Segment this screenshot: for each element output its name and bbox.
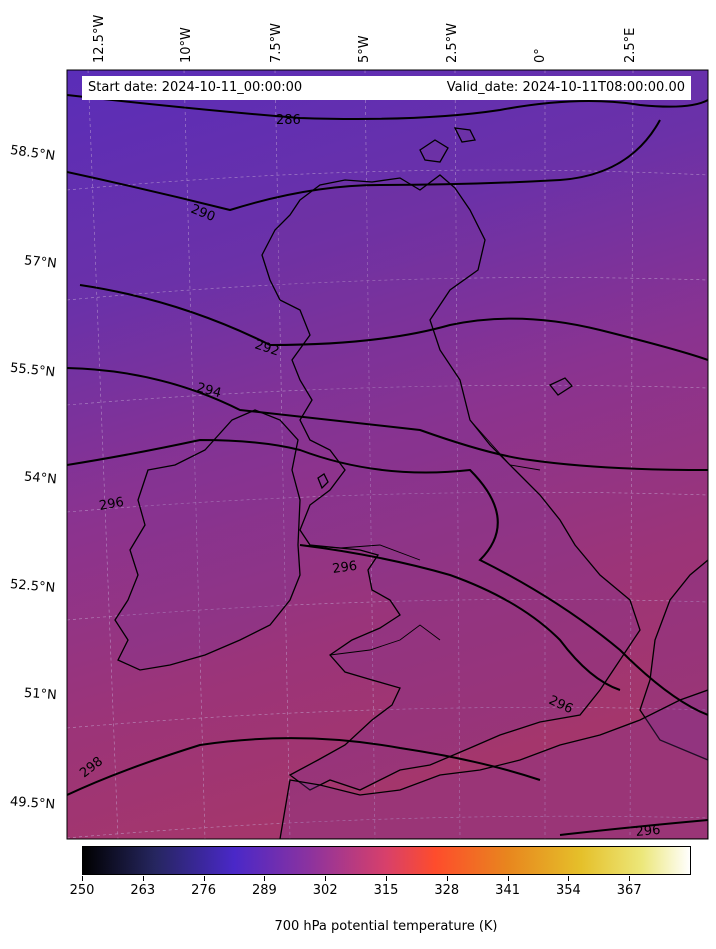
- colorbar-tick-label: 367: [616, 883, 642, 898]
- colorbar-tick: [446, 876, 448, 881]
- lon-label: 0°: [533, 48, 548, 63]
- colorbar-tick: [203, 876, 205, 881]
- colorbar-tick: [507, 876, 509, 881]
- lat-label: 49.5°N: [9, 794, 56, 813]
- colorbar-tick-label: 289: [251, 883, 277, 898]
- potential-temperature-field: [67, 70, 708, 839]
- colorbar-tick-label: 354: [555, 883, 581, 898]
- lon-label: 2.5°W: [445, 22, 460, 63]
- colorbar-tick-label: 315: [373, 883, 399, 898]
- isentropes: [67, 94, 708, 836]
- colorbar: [82, 846, 691, 875]
- colorbar-tick: [142, 876, 144, 881]
- contour-label: 294: [195, 380, 223, 401]
- coastlines: [114, 127, 708, 839]
- contour-label: 296: [331, 559, 358, 577]
- colorbar-tick-label: 276: [191, 883, 217, 898]
- colorbar-tick-label: 263: [130, 883, 156, 898]
- contour-label: 286: [276, 113, 301, 128]
- lon-label: 7.5°W: [269, 22, 284, 63]
- lon-label: 12.5°W: [92, 14, 107, 63]
- lon-label: 5°W: [357, 35, 372, 63]
- valid-date-text: Valid_date: 2024-10-11T08:00:00.00: [446, 80, 685, 95]
- map-frame: [66, 69, 709, 840]
- contour-label: 292: [253, 338, 281, 360]
- colorbar-tick: [568, 876, 570, 881]
- colorbar-title: 700 hPa potential temperature (K): [274, 919, 498, 934]
- colorbar-tick: [82, 876, 83, 881]
- colorbar-tick: [264, 876, 266, 881]
- colorbar-tick: [325, 876, 327, 881]
- colorbar-tick: [629, 876, 631, 881]
- lon-label: 2.5°E: [623, 27, 638, 63]
- lon-label: 10°W: [179, 27, 194, 63]
- lat-label: 51°N: [23, 685, 58, 704]
- borders: [299, 419, 541, 656]
- contour-label: 296: [98, 495, 125, 514]
- contour-label: 296: [635, 823, 661, 840]
- colorbar-tick-label: 250: [69, 883, 95, 898]
- colorbar-tick-label: 341: [495, 883, 521, 898]
- graticule: [67, 70, 708, 839]
- start-date-text: Start date: 2024-10-11_00:00:00: [88, 80, 303, 95]
- date-info-bar: Start date: 2024-10-11_00:00:00 Valid_da…: [82, 76, 691, 100]
- colorbar-tick-label: 328: [434, 883, 460, 898]
- colorbar-tick-label: 302: [312, 883, 338, 898]
- colorbar-tick: [386, 876, 387, 881]
- lat-label: 54°N: [23, 469, 58, 488]
